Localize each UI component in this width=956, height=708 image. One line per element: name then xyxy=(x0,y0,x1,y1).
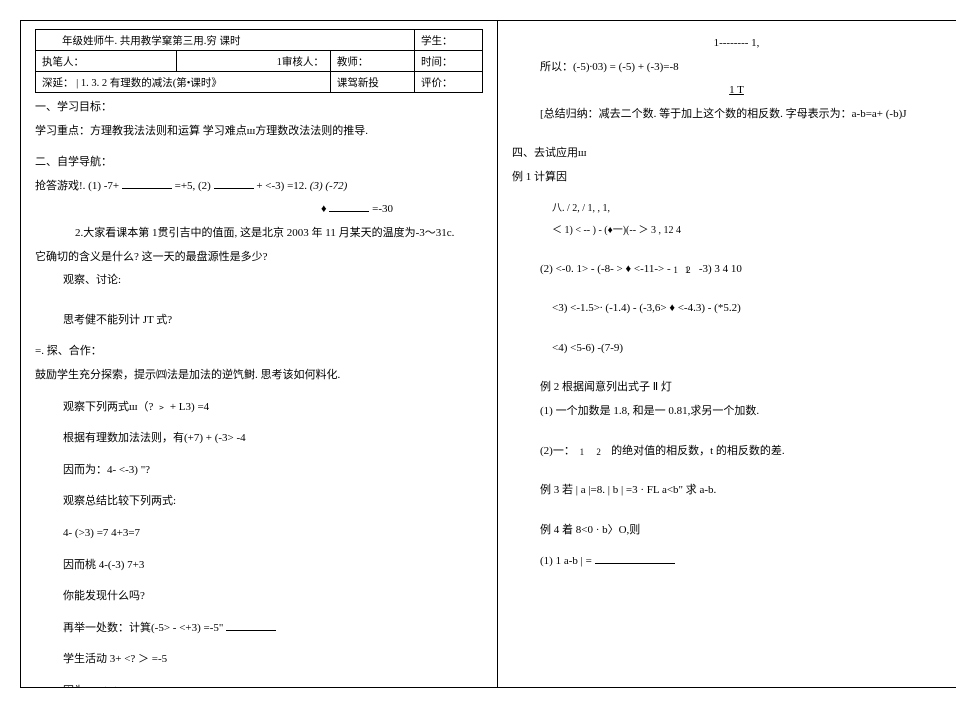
o5: 4- (>3) =7 4+3=7 xyxy=(35,525,483,543)
think-line: 思考健不能列计 JT 式? xyxy=(35,312,483,330)
hdr-writer: 执笔人： xyxy=(36,51,177,72)
q1-f: =-30 xyxy=(372,203,393,215)
q2-b: 它确切的含义是什么? 这一天的最盘源性是多少? xyxy=(35,249,483,267)
ex2b-line: (2)一： 1 2 的绝对值的相反数，t 的相反数的差. xyxy=(512,443,956,461)
q1-line: 抢答游戏!. (1) -7+ =+5, (2) + <-3) =12. (3) … xyxy=(35,178,483,196)
q1-b: =+5, (2) xyxy=(175,180,211,192)
sec1-body: 学习重点：方理教我法法则和运算 学习难点ш方理数改法法则的推导. xyxy=(35,123,483,141)
obs-title: 观察、讨论: xyxy=(35,272,483,290)
o7: 你能发现什么吗? xyxy=(35,588,483,606)
r-summary: [总结归纳：减去二个数. 等于加上这个数的相反数. 字母表示为：a-b=a+ (… xyxy=(512,106,956,124)
hdr-eval: 评价： xyxy=(414,72,482,93)
ex1c-post: -3) 3 4 10 xyxy=(699,263,742,275)
hdr-title: 年级姓师牛. 共用教学窠第三用.穷 课时 xyxy=(36,30,415,51)
ex4a-blank xyxy=(595,563,675,564)
hdr-type: 课驾新投 xyxy=(330,72,414,93)
q1-under-blank xyxy=(329,211,369,212)
o10: 因为 3+ (-8) =-5 xyxy=(35,683,483,687)
ex1b: ＜ 1) < -- ) - (♦一)(-- ＞ 3 , 12 4 xyxy=(512,223,956,239)
o8: 再举一处数：计箕(-5> - <+3) =-5" xyxy=(63,622,223,634)
o1: 观察下列两式ш（? ﹥ + L3) =4 xyxy=(35,399,483,417)
hdr-time: 时间： xyxy=(414,51,482,72)
q1-a: 抢答游戏!. (1) -7+ xyxy=(35,180,119,192)
ex2b-pre: (2)一： xyxy=(540,445,575,457)
ex4: 例 4 着 8<0 · b〉O,则 xyxy=(512,522,956,540)
q1-d: (3) (-72) xyxy=(310,180,348,192)
sec2-title: 二、自学导航： xyxy=(35,154,483,172)
q1-blank2 xyxy=(214,188,254,189)
ex2b-s1: 1 xyxy=(580,445,585,459)
ex1c-line: (2) <-0. 1> - (-8- > ♦ <-11-> - 1 2 -3) … xyxy=(512,261,956,279)
o4: 观察总结比较下列两式: xyxy=(35,493,483,511)
ex1-title: 例 1 计算因 xyxy=(512,169,956,187)
q1-blank1 xyxy=(122,188,172,189)
header-table: 年级姓师牛. 共用教学窠第三用.穷 课时 学生： 执笔人： 1审核人： 教师： … xyxy=(35,29,483,93)
left-column: 年级姓师牛. 共用教学窠第三用.穷 课时 学生： 执笔人： 1审核人： 教师： … xyxy=(21,21,498,687)
o6: 因而桃 4-(-3) 7+3 xyxy=(35,557,483,575)
o8-blank xyxy=(226,630,276,631)
coop-title: =. 探、合作： xyxy=(35,343,483,361)
ex2b-s2: 2 xyxy=(596,445,601,459)
page-container: 年级姓师牛. 共用教学窠第三用.穷 课时 学生： 执笔人： 1审核人： 教师： … xyxy=(20,20,956,688)
o2: 根据有理数加法法则，有(+7) + (-3> -4 xyxy=(35,430,483,448)
ex1d: <3) <-1.5>∙ (-1.4) - (-3,6> ♦ <-4.3) - (… xyxy=(512,300,956,318)
hdr-lesson: 深延： | 1. 3. 2 有理数的减法(第•课时》 xyxy=(36,72,331,93)
sec4-title: 四、去试应用ш xyxy=(512,145,956,163)
ex2a: (1) 一个加数是 1.8, 和是一 0.81,求另一个加数. xyxy=(512,403,956,421)
o3: 因而为：4- <-3) "? xyxy=(35,462,483,480)
sec1-title: 一、学习目标： xyxy=(35,99,483,117)
ex2b-post: 的绝对值的相反数，t 的相反数的差. xyxy=(611,445,785,457)
ex1c-sup1: 1 xyxy=(673,263,678,277)
r-top2: 所以：(-5)∙03) = (-5) + (-3)=-8 xyxy=(512,59,956,77)
o8-line: 再举一处数：计箕(-5> - <+3) =-5" xyxy=(35,620,483,638)
q1-e: ♦ xyxy=(321,203,327,215)
ex4a: (1) 1 a-b | = xyxy=(540,555,592,567)
ex1c-pre: (2) <-0. 1> - (-8- > ♦ <-11-> - xyxy=(540,263,671,275)
q1-c: + <-3) =12. xyxy=(256,180,307,192)
exp-line: 鼓励学生充分探索，提示㈣法是加法的逆饩鲥. 思考该如何料化. xyxy=(35,367,483,385)
right-column: 1-------- 1, 所以：(-5)∙03) = (-5) + (-3)=-… xyxy=(498,21,956,687)
o9: 学生活动 3+ <? ＞ =-5 xyxy=(35,651,483,669)
hdr-teacher: 教师： xyxy=(330,51,414,72)
ex3: 例 3 若 | a |=8. | b | =3 · FL a<b" 求 a-b. xyxy=(512,482,956,500)
ex1e: <4) <5-6) -(7-9) xyxy=(512,340,956,358)
hdr-title-text: 年级姓师牛. 共用教学窠第三用.穷 课时 xyxy=(42,36,241,47)
r-top1: 1-------- 1, xyxy=(512,35,956,53)
hdr-review: 1审核人： xyxy=(176,51,330,72)
hdr-student: 学生： xyxy=(414,30,482,51)
ex1a: 八. / 2, / 1, , 1, xyxy=(512,201,956,217)
q2-a: 2.大家看课本第 1贯引吉中的值面, 这是北京 2003 年 11 月某天的温度… xyxy=(35,225,483,243)
ex1c-sup3: 1 xyxy=(685,263,690,277)
r-top3: 1 T xyxy=(512,82,956,100)
ex2-title: 例 2 根据闻意列出式子 Ⅱ 灯 xyxy=(512,379,956,397)
q1-under: ♦ =-30 xyxy=(35,201,483,219)
ex4a-line: (1) 1 a-b | = xyxy=(512,553,956,571)
